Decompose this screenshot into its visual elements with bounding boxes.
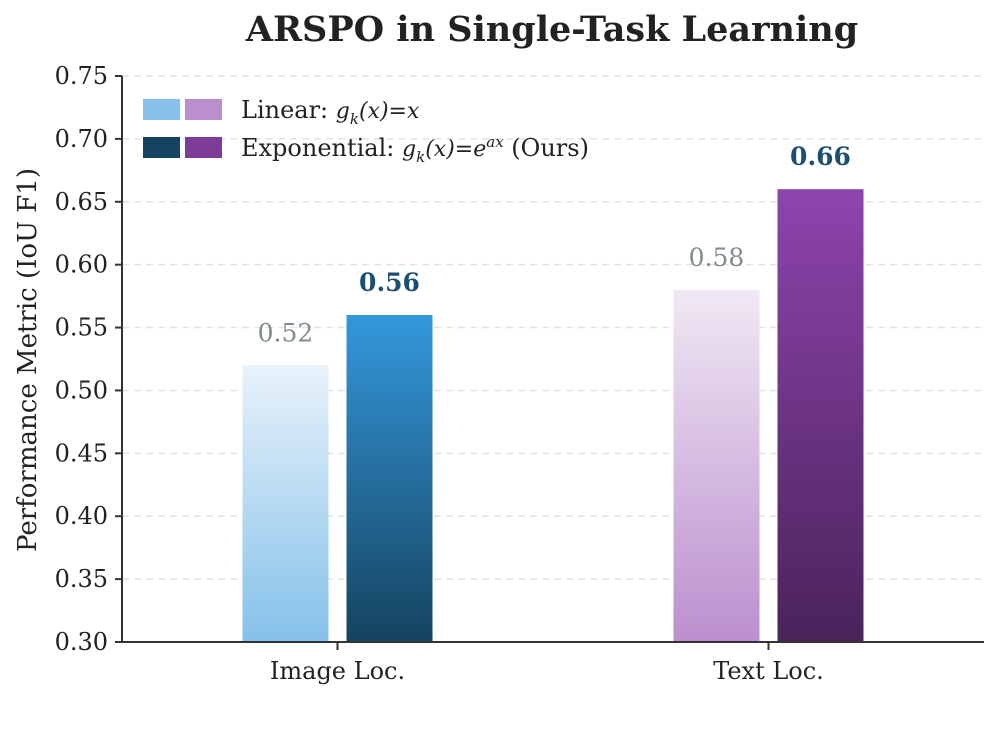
legend-swatch	[143, 99, 180, 120]
legend-entry: Linear: gk(x)=x	[241, 96, 420, 128]
y-tick-label: 0.30	[55, 628, 108, 656]
axes: 0.30 0.35 0.40 0.45 0.50 0.55 0.60 0.65 0.70 0.75…	[55, 62, 984, 685]
data-label: 0.52	[258, 318, 314, 347]
legend-swatch	[185, 99, 222, 120]
legend: Linear: gk(x)=x Exponential: gk(x)=eax (O…	[143, 96, 589, 166]
y-tick-label: 0.75	[55, 62, 108, 90]
y-tick-label: 0.35	[55, 565, 108, 593]
y-tick-label: 0.70	[55, 125, 108, 153]
y-tick-label: 0.50	[55, 376, 108, 404]
bar-linear-0	[242, 365, 329, 642]
x-tick-label: Text Loc.	[713, 657, 824, 685]
bars	[242, 189, 864, 642]
data-label: 0.56	[359, 268, 420, 297]
chart-title: ARSPO in Single-Task Learning	[245, 9, 858, 50]
y-tick-label: 0.40	[55, 502, 108, 530]
value-labels: 0.52 0.56 0.58 0.66	[258, 142, 851, 347]
y-tick-label: 0.65	[55, 188, 108, 216]
y-tick-label: 0.55	[55, 314, 108, 342]
bar-linear-1	[673, 289, 760, 642]
data-label: 0.58	[689, 243, 745, 272]
data-label: 0.66	[790, 142, 851, 171]
bar-exponential-1	[777, 189, 864, 642]
y-tick-label: 0.45	[55, 439, 108, 467]
legend-swatch	[185, 137, 222, 158]
y-tick-label: 0.60	[55, 251, 108, 279]
legend-entry: Exponential: gk(x)=eax (Ours)	[241, 133, 589, 166]
y-axis-label: Performance Metric (IoU F1)	[13, 168, 43, 552]
x-tick-label: Image Loc.	[270, 657, 405, 685]
bar-exponential-0	[346, 314, 433, 642]
legend-swatch	[143, 137, 180, 158]
